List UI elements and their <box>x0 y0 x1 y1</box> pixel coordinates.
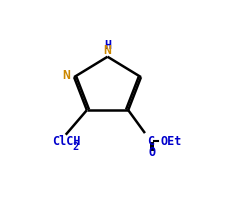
Text: O: O <box>148 146 155 159</box>
Text: 2: 2 <box>72 142 79 152</box>
Text: OEt: OEt <box>161 135 182 148</box>
Text: N: N <box>62 69 70 82</box>
Text: N: N <box>104 45 111 58</box>
Text: ClCH: ClCH <box>52 135 80 148</box>
Text: H: H <box>104 39 111 52</box>
Text: C: C <box>148 135 155 148</box>
